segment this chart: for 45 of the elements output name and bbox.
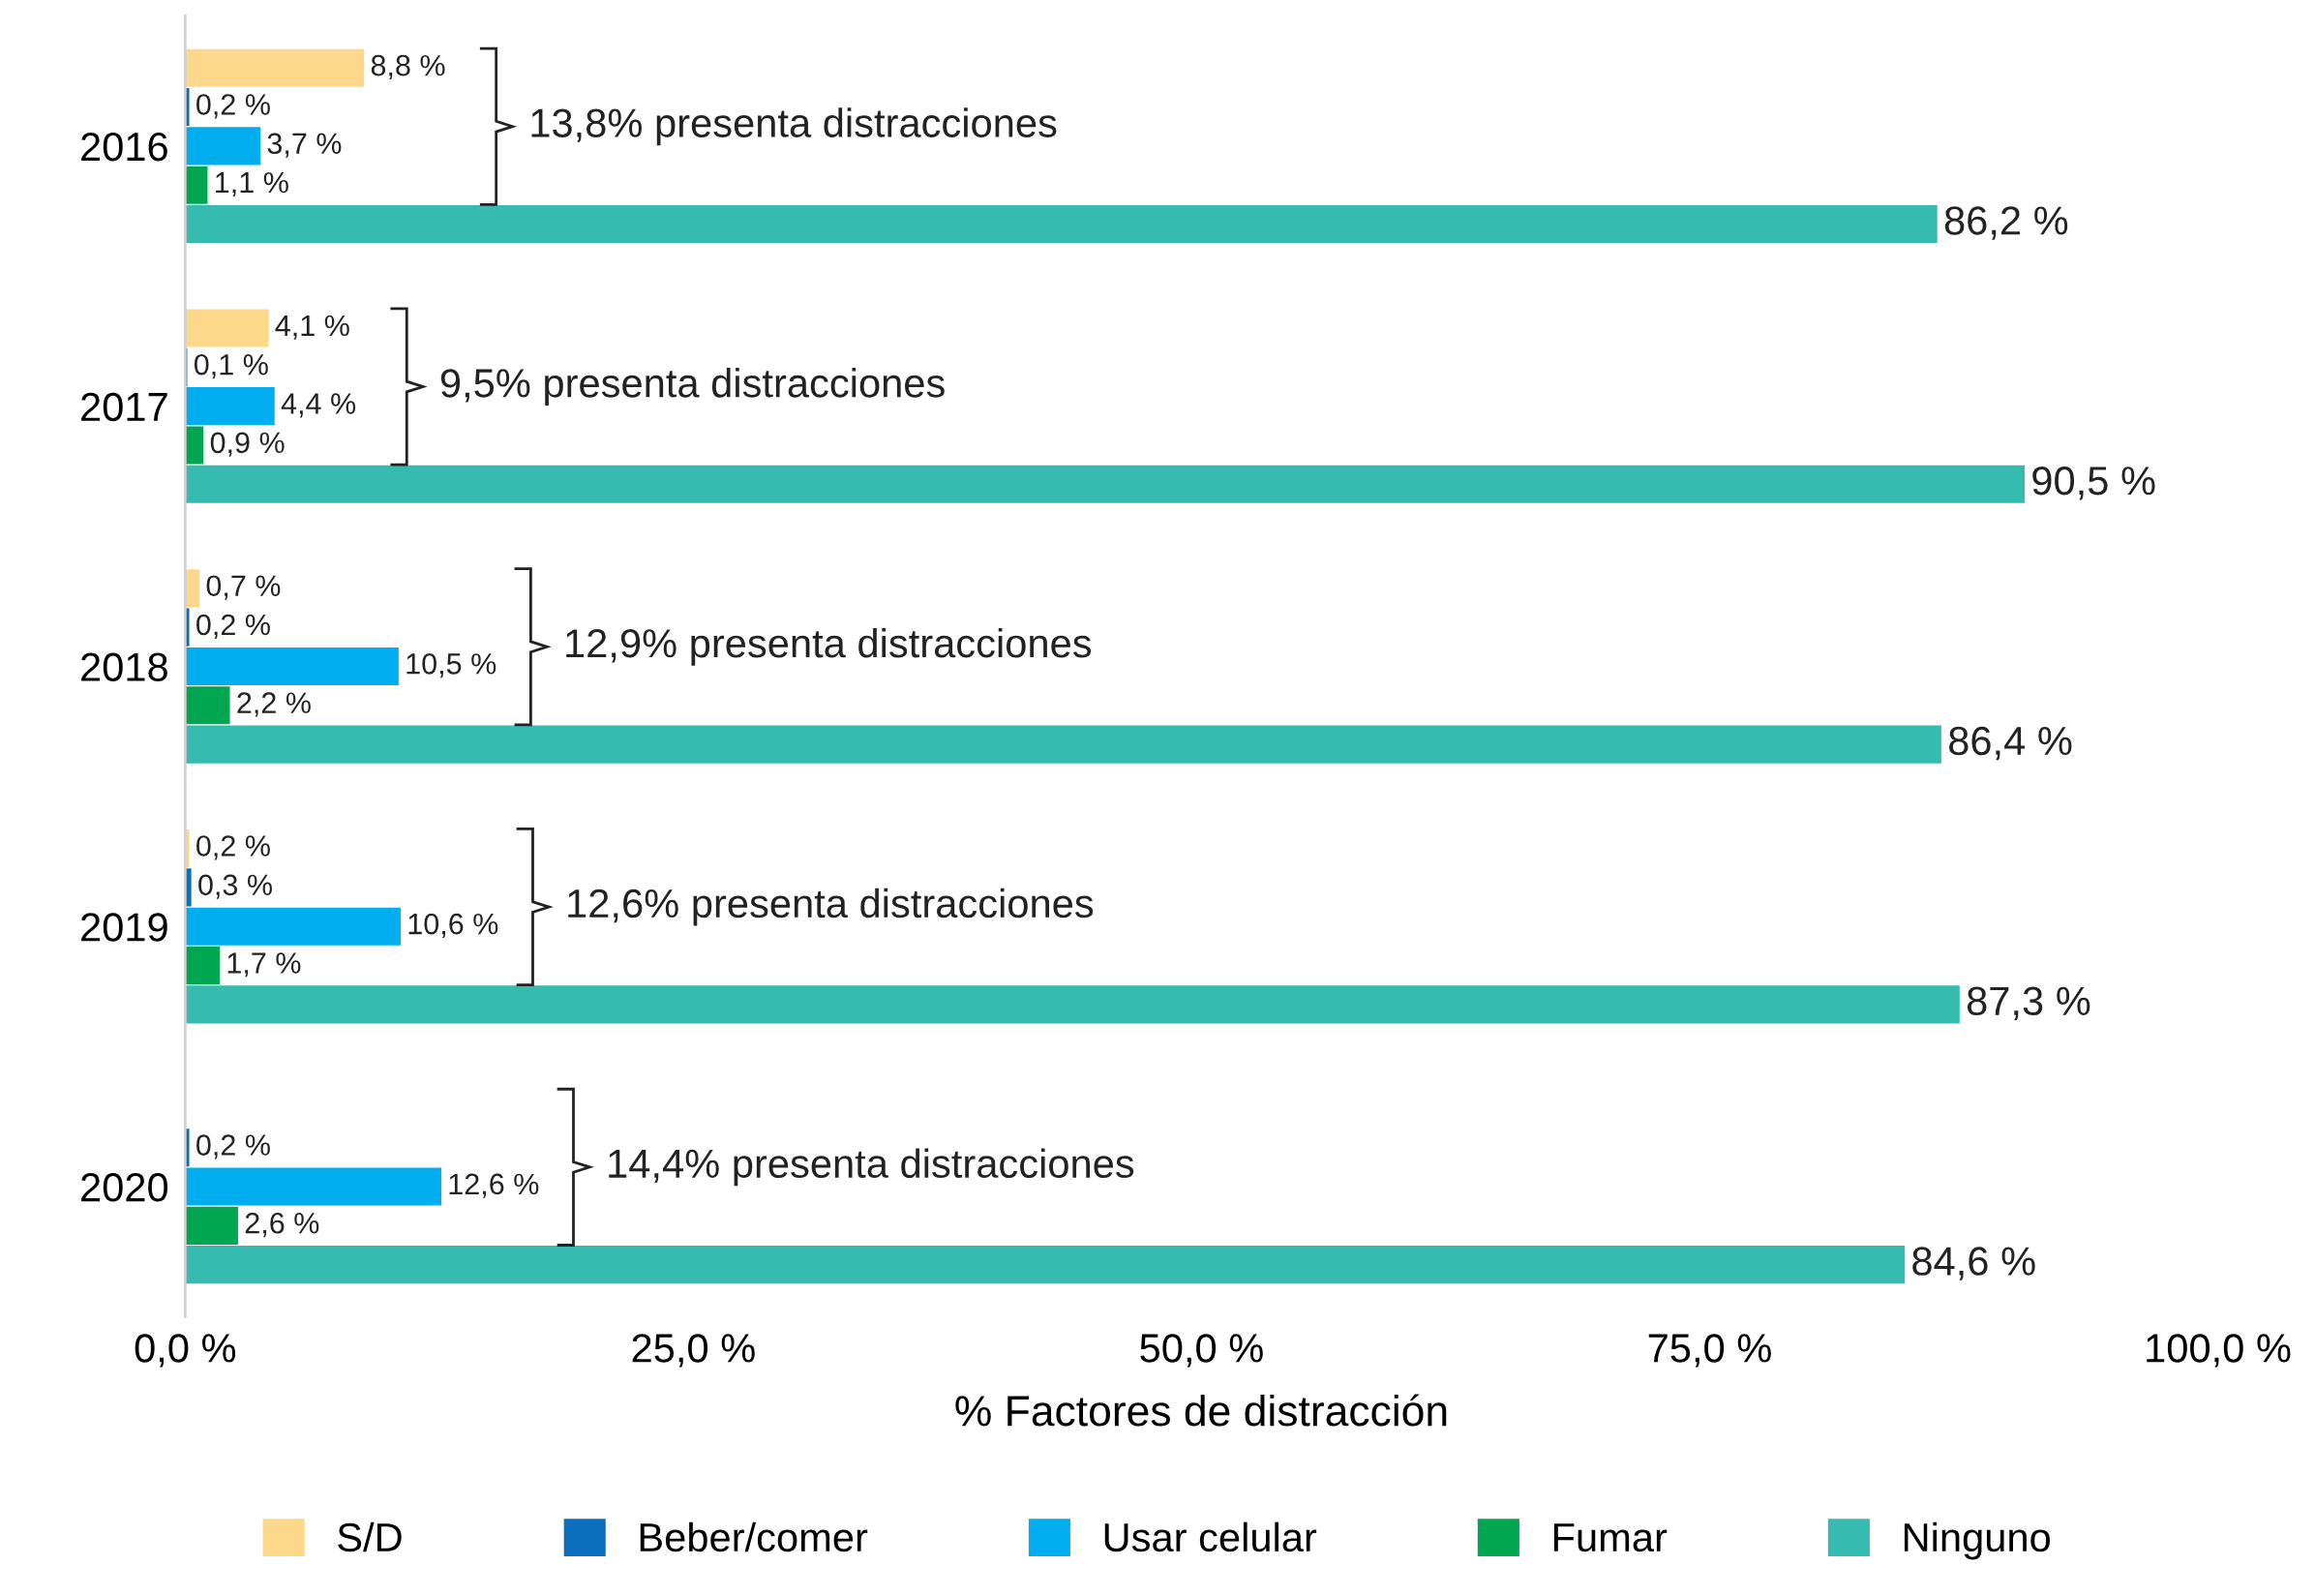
annotation: 13,8% presenta distracciones <box>531 107 1057 146</box>
x-tick-label: 100,0 % <box>2147 1334 2291 1368</box>
annotation: 12,6% presenta distracciones <box>568 888 1094 926</box>
data-label: 3,7 % <box>267 133 342 158</box>
data-label: 0,2 % <box>196 94 270 119</box>
data-label: 0,7 % <box>206 575 281 600</box>
data-label: 0,2 % <box>196 835 270 860</box>
data-label: 86,4 % <box>1949 726 2072 761</box>
data-label: 2,2 % <box>237 692 311 717</box>
data-label: 4,4 % <box>281 393 356 418</box>
legend-label: S/D <box>338 1521 402 1552</box>
data-label: 84,6 % <box>1912 1247 2035 1280</box>
data-label: 2,6 % <box>245 1212 319 1238</box>
annotation: 9,5% presenta distracciones <box>440 368 945 406</box>
data-label: 1,1 % <box>216 171 288 197</box>
data-label: 0,2 % <box>196 1134 270 1159</box>
y-tick-label: 2018 <box>81 652 167 681</box>
y-tick-label: 2020 <box>81 1173 168 1202</box>
annotation: 12,9% presenta distracciones <box>566 627 1092 666</box>
data-label: 4,1 % <box>275 315 349 340</box>
x-tick-label: 50,0 % <box>1140 1334 1263 1368</box>
data-label: 1,7 % <box>227 952 301 978</box>
y-tick-label: 2016 <box>81 132 167 162</box>
x-axis-title: % Factores de distracción <box>955 1394 1447 1427</box>
annotation: 14,4% presenta distracciones <box>609 1148 1134 1187</box>
x-tick-label: 75,0 % <box>1648 1334 1771 1368</box>
data-label: 10,6 % <box>408 913 498 939</box>
y-tick-label: 2019 <box>81 913 167 942</box>
legend-label: Usar celular <box>1104 1521 1317 1552</box>
data-label: 0,3 % <box>198 874 273 899</box>
legend-label: Ninguno <box>1904 1521 2051 1560</box>
data-label: 0,1 % <box>194 353 268 379</box>
data-label: 90,5 % <box>2032 466 2155 500</box>
data-label: 8,8 % <box>371 54 445 80</box>
data-label: 12,6 % <box>449 1173 539 1198</box>
legend-label: Fumar <box>1553 1523 1668 1552</box>
y-tick-label: 2017 <box>81 392 167 422</box>
x-tick-label: 0,0 % <box>135 1334 236 1368</box>
x-tick-label: 25,0 % <box>632 1334 755 1368</box>
data-label: 87,3 % <box>1967 986 2090 1020</box>
legend-label: Beber/comer <box>640 1521 868 1552</box>
data-label: 0,2 % <box>196 614 270 639</box>
data-label: 86,2 % <box>1944 206 2068 240</box>
data-label: 10,5 % <box>406 653 496 678</box>
data-label: 0,9 % <box>210 432 285 457</box>
